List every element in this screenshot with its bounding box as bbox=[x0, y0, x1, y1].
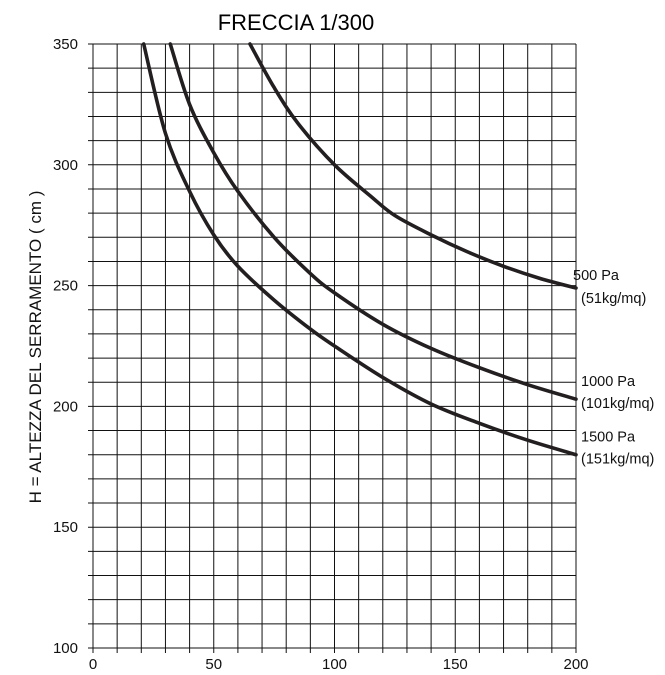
series-label-pressure: 1000 Pa bbox=[581, 374, 636, 390]
series-label-load: (151kg/mq) bbox=[581, 452, 654, 468]
series-label-pressure: 1500 Pa bbox=[581, 430, 636, 446]
x-tick-labels: 0 50 100 150 200 bbox=[89, 656, 589, 673]
y-tick-labels: 100 150 200 250 300 350 bbox=[53, 36, 78, 657]
series-label-load: (51kg/mq) bbox=[581, 291, 646, 307]
x-tick-label: 100 bbox=[322, 656, 347, 673]
grid bbox=[88, 43, 577, 653]
chart-title: FRECCIA 1/300 bbox=[218, 10, 375, 35]
series-labels: 500 Pa (51kg/mq) 1000 Pa (101kg/mq) 1500 Pa (… bbox=[573, 268, 654, 468]
curves bbox=[141, 42, 578, 457]
y-tick-label: 350 bbox=[53, 36, 78, 53]
series-label-pressure: 500 Pa bbox=[573, 268, 620, 284]
x-tick-label: 150 bbox=[443, 656, 468, 673]
y-tick-label: 200 bbox=[53, 398, 78, 415]
series-line-1 bbox=[248, 42, 578, 290]
y-tick-label: 300 bbox=[53, 157, 78, 174]
y-axis-label: H = ALTEZZA DEL SERRAMENTO ( cm ) bbox=[26, 191, 45, 504]
x-tick-label: 200 bbox=[563, 656, 588, 673]
series-line-3 bbox=[141, 42, 578, 457]
y-tick-label: 100 bbox=[53, 640, 78, 657]
x-tick-label: 0 bbox=[89, 656, 97, 673]
series-line-2 bbox=[168, 42, 578, 401]
x-tick-label: 50 bbox=[205, 656, 222, 673]
y-tick-label: 250 bbox=[53, 278, 78, 295]
y-tick-label: 150 bbox=[53, 519, 78, 536]
series-label-load: (101kg/mq) bbox=[581, 396, 654, 412]
